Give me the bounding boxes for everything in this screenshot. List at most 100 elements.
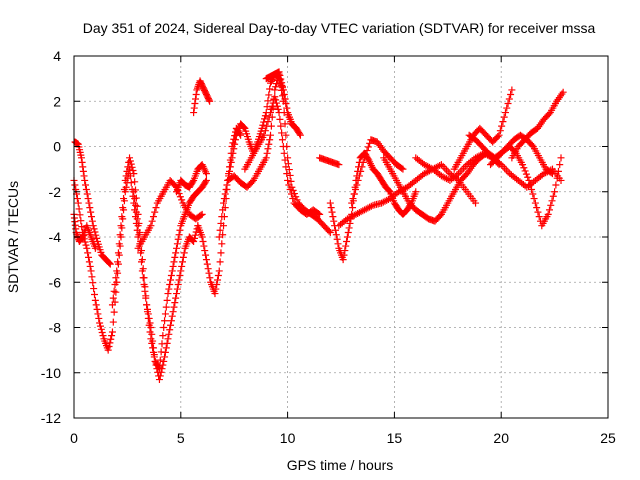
data-point — [180, 249, 188, 257]
data-point — [217, 219, 225, 227]
data-point — [83, 190, 91, 198]
data-point — [202, 256, 210, 264]
data-point — [145, 314, 153, 322]
data-point — [289, 195, 297, 203]
data-point — [267, 105, 275, 113]
data-point — [174, 235, 182, 243]
data-point — [167, 321, 175, 329]
data-point — [262, 154, 270, 162]
data-point — [267, 131, 275, 139]
data-point — [296, 130, 304, 138]
data-point — [287, 190, 295, 198]
data-point — [553, 174, 561, 182]
x-axis-label: GPS time / hours — [287, 457, 394, 473]
data-point — [157, 348, 165, 356]
data-point — [96, 322, 104, 330]
data-point — [86, 262, 94, 270]
data-point — [329, 213, 337, 221]
data-point — [248, 178, 256, 186]
data-point — [105, 259, 113, 267]
series-track-o — [326, 149, 420, 264]
data-point — [203, 260, 211, 268]
data-point — [191, 231, 199, 239]
data-point — [174, 281, 182, 289]
data-point — [82, 185, 90, 193]
data-point — [197, 211, 205, 219]
data-point — [152, 204, 160, 212]
data-point — [385, 187, 393, 195]
data-point — [528, 185, 536, 193]
data-point — [265, 113, 273, 121]
data-point — [83, 244, 91, 252]
data-point — [78, 234, 86, 242]
data-point — [259, 121, 267, 129]
series-track-m — [262, 68, 304, 139]
data-point — [158, 340, 166, 348]
data-point — [110, 308, 118, 316]
data-point — [218, 240, 226, 248]
data-point — [343, 238, 351, 246]
data-point — [176, 271, 184, 279]
data-point — [293, 196, 301, 204]
data-point — [325, 227, 333, 235]
data-point — [552, 181, 560, 189]
data-point — [90, 225, 98, 233]
data-point — [169, 308, 177, 316]
data-point — [91, 244, 99, 252]
data-point — [352, 185, 360, 193]
data-point — [90, 285, 98, 293]
data-point — [114, 249, 122, 257]
data-point — [216, 226, 224, 234]
data-point — [341, 247, 349, 255]
data-point — [160, 357, 168, 365]
data-point — [123, 167, 131, 175]
data-point — [217, 249, 225, 257]
data-point — [198, 233, 206, 241]
data-point — [132, 208, 140, 216]
data-point — [170, 303, 178, 311]
data-point — [326, 199, 334, 207]
data-point — [360, 154, 368, 162]
data-point — [460, 164, 468, 172]
series-track-r — [380, 149, 503, 225]
data-point — [96, 319, 104, 327]
data-point — [92, 301, 100, 309]
y-axis-label: SDTVAR / TECUs — [5, 181, 21, 293]
data-point — [106, 339, 114, 347]
data-point — [202, 178, 210, 186]
data-point — [141, 287, 149, 295]
data-point — [215, 267, 223, 275]
data-point — [501, 164, 509, 172]
data-point — [74, 199, 82, 207]
data-point — [348, 199, 356, 207]
data-point — [526, 181, 534, 189]
data-point — [278, 136, 286, 144]
data-point — [545, 206, 553, 214]
data-point — [97, 325, 105, 333]
data-point — [151, 208, 159, 216]
data-point — [134, 222, 142, 230]
data-point — [120, 195, 128, 203]
data-point — [206, 274, 214, 282]
data-point — [80, 172, 88, 180]
data-point — [199, 238, 207, 246]
data-point — [162, 344, 170, 352]
series-track-q — [348, 136, 407, 207]
data-point — [138, 267, 146, 275]
data-point — [131, 195, 139, 203]
data-point — [280, 90, 288, 98]
data-point — [156, 356, 164, 364]
data-point — [275, 109, 283, 117]
data-point — [358, 163, 366, 171]
data-point — [202, 170, 210, 178]
data-point — [226, 163, 234, 171]
data-point — [192, 95, 200, 103]
x-tick-label: 25 — [600, 430, 616, 446]
data-point — [228, 154, 236, 162]
data-point — [172, 294, 180, 302]
data-point — [545, 110, 553, 118]
data-point — [190, 109, 198, 117]
data-point — [354, 176, 362, 184]
data-point — [108, 328, 116, 336]
data-point — [547, 169, 555, 177]
